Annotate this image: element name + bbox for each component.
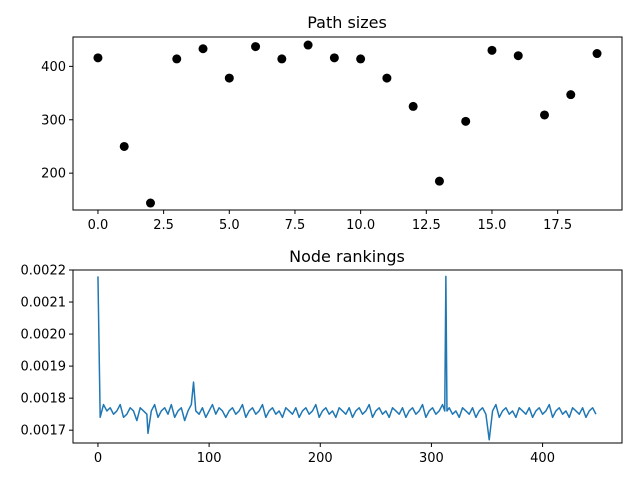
x-tick-label: 0: [94, 451, 102, 466]
x-tick-label: 15.0: [477, 218, 506, 233]
x-tick-label: 17.5: [543, 218, 572, 233]
y-tick-label: 0.0019: [21, 360, 67, 375]
scatter-point: [303, 40, 313, 50]
line-series: [97, 275, 597, 441]
x-tick-label: 7.5: [285, 218, 306, 233]
x-tick-label: 0.0: [88, 218, 109, 233]
chart-title-path-sizes: Path sizes: [307, 13, 387, 32]
scatter-point: [224, 73, 234, 83]
y-tick-label: 400: [41, 60, 66, 75]
axes-frame: [72, 36, 623, 211]
axis-ticks: 0.0 2.5 5.0 7.5 10.0 12.5 15.0 17.5 200 300 400: [41, 60, 572, 233]
x-tick-label: 400: [530, 451, 555, 466]
y-tick-label: 0.0022: [21, 264, 67, 279]
scatter-point: [461, 116, 471, 126]
scatter-point: [434, 176, 444, 186]
subplot-node-rankings: Node rankings 0 100 200 300 4000.00170.00180…: [21, 247, 623, 466]
scatter-point: [566, 90, 576, 100]
y-tick-label: 0.0017: [21, 424, 67, 439]
x-tick-label: 10.0: [346, 218, 375, 233]
x-tick-label: 200: [308, 451, 333, 466]
scatter-point: [356, 54, 366, 64]
scatter-point: [513, 51, 523, 61]
scatter-point: [119, 141, 129, 151]
y-tick-label: 0.0020: [21, 328, 67, 343]
y-tick-label: 200: [41, 167, 66, 182]
scatter-point: [93, 53, 103, 63]
y-tick-label: 300: [41, 113, 66, 128]
x-tick-label: 100: [197, 451, 222, 466]
axes-frame: [72, 269, 623, 444]
scatter-point: [592, 49, 602, 59]
series-line: [97, 275, 597, 441]
scatter-point: [382, 73, 392, 83]
x-tick-label: 300: [419, 451, 444, 466]
scatter-point: [540, 110, 550, 120]
scatter-point: [198, 44, 208, 54]
scatter-point: [145, 198, 155, 208]
scatter-point: [329, 53, 339, 63]
scatter-point: [277, 54, 287, 64]
subplot-path-sizes: Path sizes 0.0 2.5 5.0 7.5 10.0 12.5 15.0 17.5 2…: [41, 13, 623, 233]
scatter-point: [408, 101, 418, 111]
y-tick-label: 0.0021: [21, 296, 67, 311]
x-tick-label: 5.0: [219, 218, 240, 233]
y-tick-label: 0.0018: [21, 392, 67, 407]
x-tick-label: 12.5: [412, 218, 441, 233]
axis-ticks: 0 100 200 300 400 0.0017 0.0018 0.0019 0.0020 0.0…: [21, 264, 555, 467]
scatter-point: [172, 54, 182, 64]
chart-title-node-rankings: Node rankings: [289, 247, 405, 266]
scatter-point: [487, 45, 497, 55]
scatter-point: [251, 42, 261, 52]
x-tick-label: 2.5: [153, 218, 174, 233]
scatter-points: [93, 40, 602, 208]
